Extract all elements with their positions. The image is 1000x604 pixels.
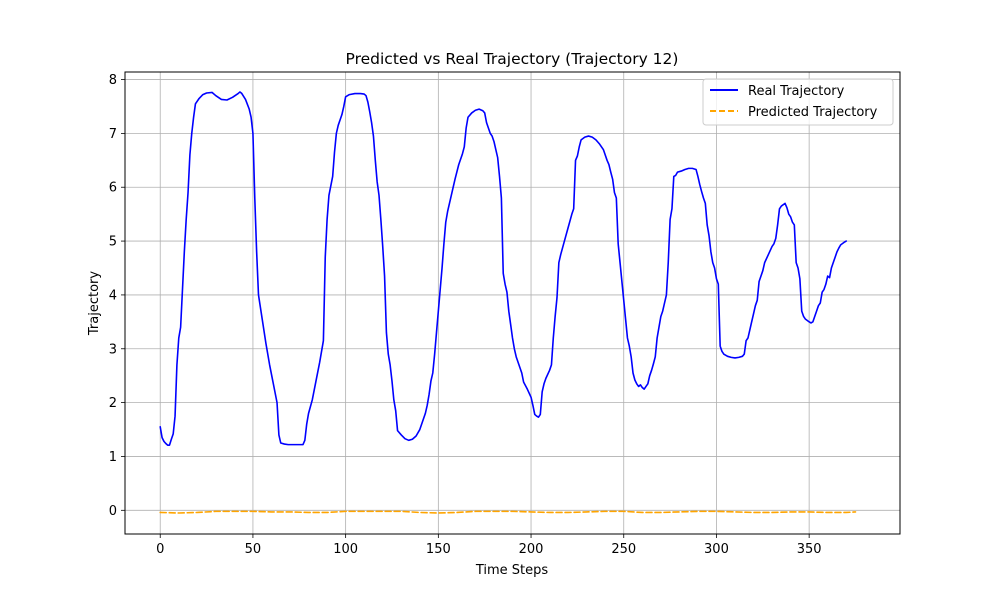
y-tick-label: 3 <box>109 342 117 357</box>
grid <box>125 72 900 534</box>
x-tick-label: 200 <box>519 542 544 557</box>
y-tick-label: 8 <box>109 73 117 88</box>
legend-real-label: Real Trajectory <box>748 84 845 99</box>
x-tick-label: 300 <box>704 542 729 557</box>
y-tick-label: 6 <box>109 181 117 196</box>
axis-ticks: 0 50 100 150 200 250 300 350 0 1 2 3 4 5 6 7 8 <box>109 73 822 557</box>
predicted-trajectory-line <box>159 510 857 514</box>
x-tick-label: 0 <box>156 542 164 557</box>
x-tick-label: 250 <box>611 542 636 557</box>
legend-predicted-label: Predicted Trajectory <box>748 105 878 120</box>
y-tick-label: 1 <box>109 450 117 465</box>
real-trajectory-line <box>159 91 848 446</box>
y-tick-label: 0 <box>109 504 117 519</box>
y-tick-label: 5 <box>109 235 117 250</box>
legend: Real Trajectory Predicted Trajectory <box>702 78 894 126</box>
x-tick-label: 50 <box>245 542 262 557</box>
x-tick-label: 150 <box>426 542 451 557</box>
y-tick-label: 7 <box>109 127 117 142</box>
x-tick-label: 350 <box>797 542 822 557</box>
x-tick-label: 100 <box>333 542 358 557</box>
plot-frame <box>124 71 901 535</box>
y-tick-label: 4 <box>109 288 117 303</box>
series-group <box>159 91 857 514</box>
legend-box <box>702 78 894 126</box>
y-tick-label: 2 <box>109 396 117 411</box>
chart-title: Predicted vs Real Trajectory (Trajectory… <box>346 50 679 68</box>
y-axis-label: Trajectory <box>87 271 102 336</box>
x-axis-label: Time Steps <box>475 563 549 578</box>
